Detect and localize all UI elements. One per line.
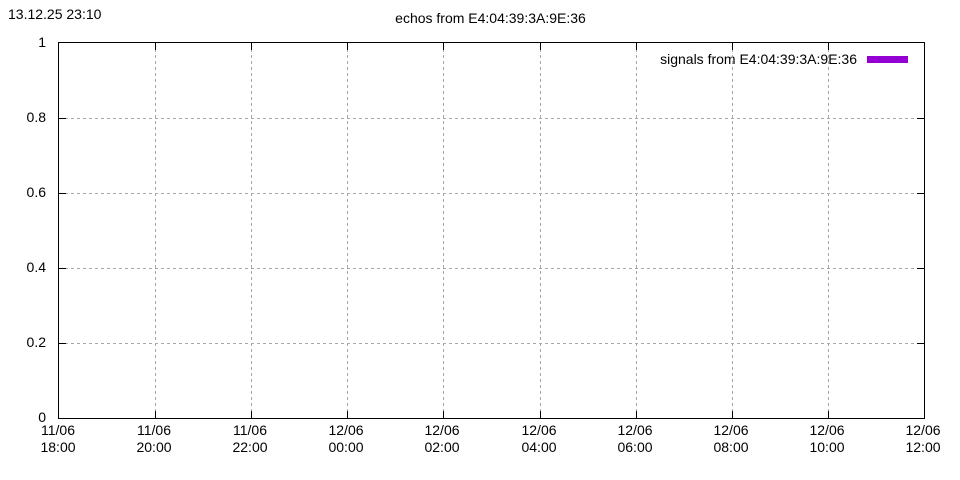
y-tick-mark-right (917, 118, 924, 119)
x-tick-time: 06:00 (617, 439, 653, 455)
x-tick-date: 12/06 (521, 422, 557, 438)
x-tick-time: 08:00 (713, 439, 749, 455)
x-tick-time: 20:00 (136, 439, 172, 455)
x-tick-label: 12/06 06:00 (617, 422, 652, 456)
x-tick-mark-bottom (636, 411, 637, 418)
x-tick-date: 11/06 (40, 422, 75, 438)
x-tick-mark-bottom (540, 411, 541, 418)
gridline-vertical (636, 43, 637, 418)
y-tick-mark-left (59, 268, 66, 269)
y-tick-label: 0.8 (26, 109, 46, 125)
x-tick-time: 18:00 (40, 439, 76, 455)
x-tick-mark-bottom (347, 411, 348, 418)
x-tick-time: 04:00 (521, 439, 557, 455)
legend: signals from E4:04:39:3A:9E:36 (660, 51, 908, 67)
x-tick-label: 11/06 22:00 (232, 422, 267, 456)
gridline-horizontal (59, 343, 924, 344)
x-tick-mark-top (732, 43, 733, 50)
plot-area: signals from E4:04:39:3A:9E:36 (58, 42, 925, 419)
gridline-vertical (732, 43, 733, 418)
gridline-horizontal (59, 118, 924, 119)
y-tick-mark-left (59, 193, 66, 194)
x-tick-mark-bottom (155, 411, 156, 418)
x-tick-date: 12/06 (424, 422, 460, 438)
y-tick-label: 1 (38, 34, 46, 50)
gridline-horizontal (59, 193, 924, 194)
y-tick-mark-left (59, 118, 66, 119)
x-tick-mark-bottom (251, 411, 252, 418)
gridline-vertical (540, 43, 541, 418)
x-tick-mark-top (155, 43, 156, 50)
x-tick-mark-top (251, 43, 252, 50)
x-tick-date: 12/06 (617, 422, 653, 438)
gridline-vertical (251, 43, 252, 418)
x-tick-label: 12/06 04:00 (521, 422, 556, 456)
x-tick-label: 12/06 02:00 (424, 422, 459, 456)
y-tick-label: 0.2 (26, 334, 46, 350)
x-tick-mark-top (347, 43, 348, 50)
x-tick-time: 12:00 (905, 439, 941, 455)
x-tick-label: 11/06 18:00 (40, 422, 75, 456)
x-tick-label: 12/06 12:00 (905, 422, 940, 456)
x-tick-label: 12/06 00:00 (328, 422, 363, 456)
x-tick-mark-bottom (828, 411, 829, 418)
x-tick-mark-bottom (732, 411, 733, 418)
gridline-vertical (443, 43, 444, 418)
x-tick-mark-top (636, 43, 637, 50)
y-tick-label: 0 (38, 409, 46, 425)
x-tick-mark-top (828, 43, 829, 50)
y-tick-mark-left (59, 343, 66, 344)
x-tick-time: 02:00 (424, 439, 460, 455)
y-tick-mark-right (917, 268, 924, 269)
gridline-vertical (155, 43, 156, 418)
x-tick-date: 12/06 (328, 422, 364, 438)
legend-label: signals from E4:04:39:3A:9E:36 (660, 51, 857, 67)
gridline-vertical (347, 43, 348, 418)
y-tick-label: 0.6 (26, 184, 46, 200)
x-tick-label: 12/06 10:00 (809, 422, 844, 456)
x-tick-mark-top (540, 43, 541, 50)
x-tick-label: 12/06 08:00 (713, 422, 748, 456)
x-tick-date: 12/06 (713, 422, 749, 438)
x-tick-time: 22:00 (232, 439, 268, 455)
x-tick-date: 12/06 (905, 422, 941, 438)
gridline-vertical (828, 43, 829, 418)
chart-title: echos from E4:04:39:3A:9E:36 (395, 10, 586, 26)
y-tick-mark-right (917, 343, 924, 344)
x-tick-time: 00:00 (328, 439, 364, 455)
y-tick-mark-right (917, 193, 924, 194)
x-tick-date: 12/06 (809, 422, 845, 438)
y-tick-label: 0.4 (26, 259, 46, 275)
x-tick-date: 11/06 (136, 422, 171, 438)
x-tick-time: 10:00 (809, 439, 845, 455)
plot-timestamp: 13.12.25 23:10 (8, 6, 102, 22)
gridline-horizontal (59, 268, 924, 269)
x-tick-date: 11/06 (232, 422, 267, 438)
x-tick-label: 11/06 20:00 (136, 422, 171, 456)
x-tick-mark-top (443, 43, 444, 50)
x-tick-mark-bottom (443, 411, 444, 418)
legend-line-swatch (867, 55, 908, 63)
